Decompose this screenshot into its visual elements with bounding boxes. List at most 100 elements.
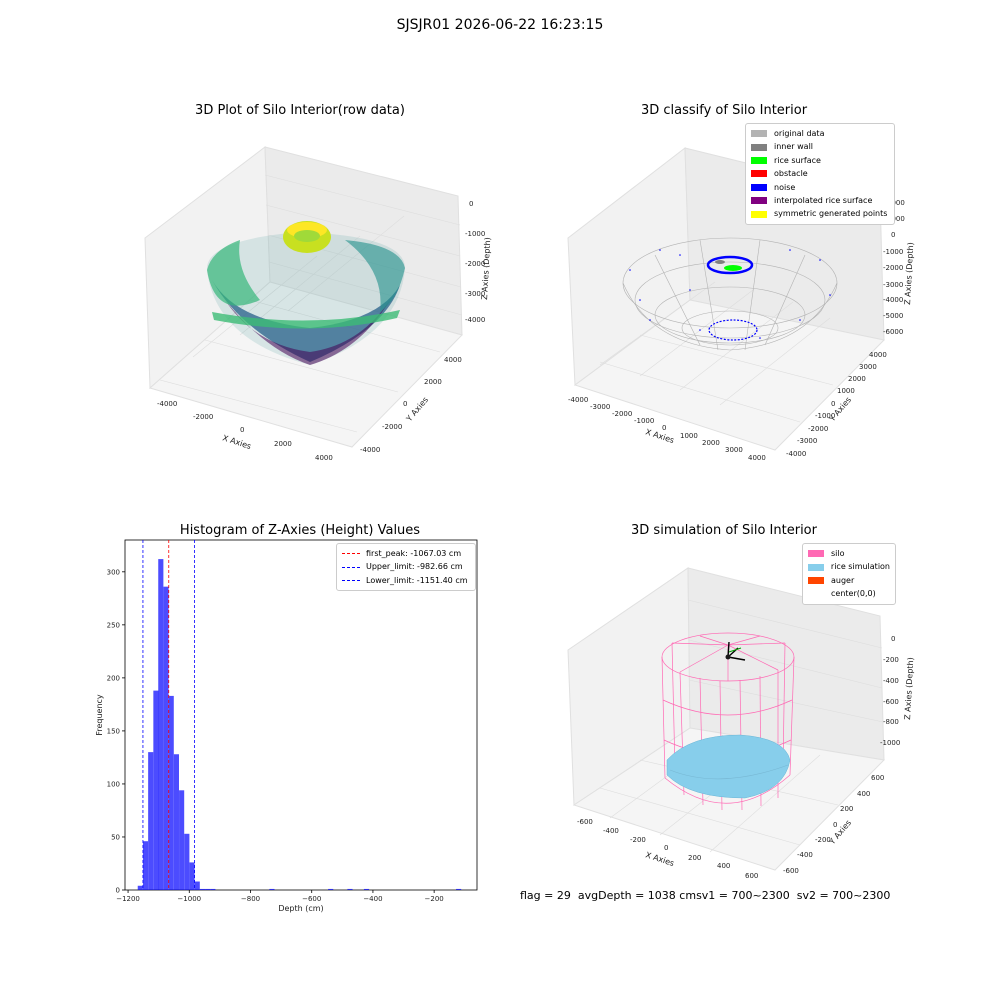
legend-item: obstacle <box>751 167 889 180</box>
svg-text:-600: -600 <box>577 818 593 826</box>
histogram-ytick-label: 250 <box>107 621 120 629</box>
legend-item: auger <box>808 574 890 587</box>
legend-item: Upper_limit: -982.66 cm <box>342 560 470 573</box>
svg-text:0: 0 <box>403 400 407 408</box>
svg-text:-3000: -3000 <box>465 290 485 298</box>
histogram-bar <box>363 888 370 890</box>
histogram-ytick-label: 150 <box>107 727 120 735</box>
svg-text:3000: 3000 <box>725 446 743 454</box>
legend-item: original data <box>751 127 889 140</box>
histogram-bar <box>184 833 190 890</box>
svg-text:-600: -600 <box>783 867 799 875</box>
svg-text:-200: -200 <box>883 656 899 664</box>
histogram-bar <box>210 888 216 890</box>
svg-text:-200: -200 <box>630 836 646 844</box>
histogram-ytick-label: 200 <box>107 674 120 682</box>
histogram-xtick-label: −600 <box>302 895 321 903</box>
panel2-noise-points <box>629 249 831 341</box>
histogram-bar <box>456 888 462 890</box>
flag-text: flag = 29 <box>520 889 571 902</box>
histogram-bar <box>189 862 195 890</box>
svg-text:4000: 4000 <box>869 351 887 359</box>
svg-text:-2000: -2000 <box>883 264 903 272</box>
legend-item: interpolated rice surface <box>751 194 889 207</box>
histogram-ytick-label: 50 <box>111 833 120 841</box>
legend-item: Lower_limit: -1151.40 cm <box>342 574 470 587</box>
histogram-xtick-label: −200 <box>425 895 444 903</box>
svg-text:1000: 1000 <box>680 432 698 440</box>
svg-text:-400: -400 <box>883 677 899 685</box>
svg-text:-4000: -4000 <box>465 316 485 324</box>
legend-item: silo <box>808 547 890 560</box>
svg-text:-2000: -2000 <box>465 260 485 268</box>
svg-text:2000: 2000 <box>702 439 720 447</box>
svg-text:400: 400 <box>857 790 870 798</box>
histogram-bar <box>153 690 159 890</box>
legend-item: center(0,0) <box>808 587 890 600</box>
svg-text:400: 400 <box>717 862 730 870</box>
svg-text:-3000: -3000 <box>590 403 610 411</box>
legend-item: inner wall <box>751 140 889 153</box>
svg-text:2000: 2000 <box>887 199 905 207</box>
svg-text:-400: -400 <box>603 827 619 835</box>
avg-depth-text: avgDepth = 1038 cm <box>577 889 697 902</box>
panel4-rice-simulation <box>666 734 791 799</box>
svg-text:2000: 2000 <box>274 440 292 448</box>
svg-text:200: 200 <box>840 805 853 813</box>
sv1-text: sv1 = 700~2300 <box>696 889 790 902</box>
svg-text:3000: 3000 <box>859 363 877 371</box>
histogram-bars <box>137 559 462 890</box>
histogram-xtick-label: −1200 <box>116 895 140 903</box>
svg-text:-1000: -1000 <box>883 248 903 256</box>
legend-item: first_peak: -1067.03 cm <box>342 547 470 560</box>
svg-text:-2000: -2000 <box>382 423 402 431</box>
histogram-xtick-label: −400 <box>363 895 382 903</box>
svg-text:-400: -400 <box>797 851 813 859</box>
svg-text:-3000: -3000 <box>883 281 903 289</box>
svg-text:0: 0 <box>833 821 837 829</box>
svg-text:600: 600 <box>871 774 884 782</box>
histogram-bar <box>194 881 200 890</box>
histogram-bar <box>137 885 143 890</box>
panel4-center-axes <box>725 641 746 661</box>
panel4-xlabel: X Axies <box>644 850 675 868</box>
svg-text:600: 600 <box>745 872 758 880</box>
panel2-title: 3D classify of Silo Interior <box>640 103 808 118</box>
histogram-bar <box>269 888 275 890</box>
panel4-xticks: -600 -400 -200 0 200 400 600 <box>577 818 758 880</box>
legend-item: symmetric generated points <box>751 207 889 220</box>
svg-text:200: 200 <box>688 854 701 862</box>
svg-text:0: 0 <box>469 200 473 208</box>
histogram-title: Histogram of Z-Axies (Height) Values <box>179 523 421 538</box>
svg-text:0: 0 <box>891 635 895 643</box>
svg-text:-1000: -1000 <box>465 230 485 238</box>
histogram-bar <box>199 888 206 890</box>
legend-item: rice surface <box>751 154 889 167</box>
histogram-bar <box>158 559 164 890</box>
histogram-yticks: 0 50 100 150 200 250 300 <box>107 568 125 895</box>
svg-text:-200: -200 <box>815 836 831 844</box>
svg-text:-4000: -4000 <box>568 396 588 404</box>
svg-text:-2000: -2000 <box>612 410 632 418</box>
histogram-ylabel: Frequency <box>95 694 104 736</box>
svg-text:-800: -800 <box>883 718 899 726</box>
svg-text:-2000: -2000 <box>808 425 828 433</box>
histogram-xticks: −1200 −1000 −800 −600 −400 −200 <box>116 890 444 903</box>
panel1-zticks: 0 -1000 -2000 -3000 -4000 <box>465 200 485 324</box>
histogram-xtick-label: −1000 <box>177 895 201 903</box>
svg-text:-3000: -3000 <box>797 437 817 445</box>
panel1-axes-box <box>144 146 463 448</box>
svg-text:-600: -600 <box>883 698 899 706</box>
figure-suptitle: SJSJR01 2026-06-22 16:23:15 <box>396 17 604 33</box>
panel1-surface <box>206 221 405 365</box>
legend-item: rice simulation <box>808 560 890 573</box>
panel2-xticks: -4000 -3000 -2000 -1000 0 1000 2000 3000… <box>568 396 766 462</box>
panel1-title: 3D Plot of Silo Interior(row data) <box>195 103 405 118</box>
histogram-ytick-label: 300 <box>107 568 120 576</box>
histogram-bar <box>328 888 334 890</box>
svg-text:-4000: -4000 <box>786 450 806 458</box>
histogram-xlabel: Depth (cm) <box>278 904 323 913</box>
